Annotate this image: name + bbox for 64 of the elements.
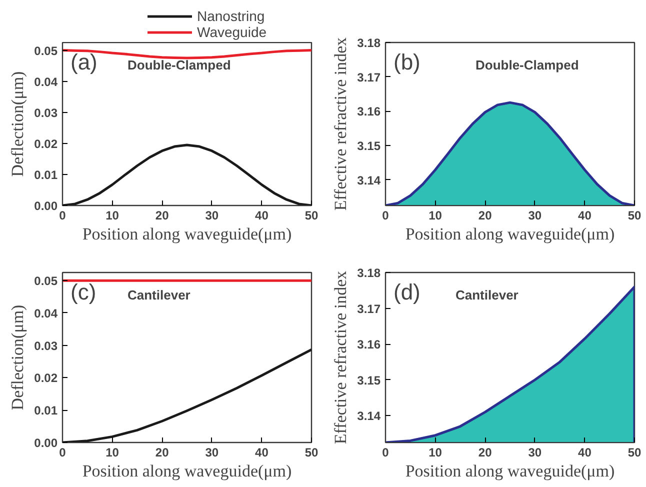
- x-tick-label: 40: [255, 208, 269, 222]
- y-tick-label: 3.16: [357, 338, 381, 352]
- y-tick-label: 0.04: [34, 74, 58, 89]
- y-tick-label: 3.17: [357, 70, 381, 84]
- x-tick-label: 50: [628, 208, 642, 222]
- annotation: (b): [394, 50, 420, 74]
- x-tick-label: 10: [106, 446, 120, 460]
- x-tick-label: 50: [304, 208, 318, 222]
- y-tick-label: 0.02: [34, 371, 58, 386]
- annotation: (a): [70, 50, 98, 74]
- y-tick-label: 3.16: [357, 104, 381, 119]
- y-tick-label: 0.05: [34, 44, 58, 58]
- y-axis-title: Deflection(μm): [8, 71, 28, 177]
- y-tick-label: 3.17: [357, 302, 381, 316]
- x-tick-label: 40: [578, 208, 592, 222]
- y-axis-title: Deflection(μm): [8, 304, 28, 410]
- annotation: Double-Clamped: [128, 58, 231, 72]
- x-tick-label: 40: [578, 446, 592, 460]
- x-tick-label: 10: [428, 446, 442, 460]
- y-tick-label: 0.02: [34, 136, 58, 151]
- y-tick-label: 3.18: [357, 266, 381, 280]
- y-tick-label: 3.15: [357, 138, 381, 153]
- legend-label: Waveguide: [197, 24, 267, 40]
- x-tick-label: 0: [382, 208, 390, 222]
- y-tick-label: 0.03: [34, 106, 58, 120]
- y-tick-label: 3.15: [357, 373, 381, 388]
- x-tick-label: 20: [478, 208, 492, 222]
- y-tick-label: 0.01: [34, 404, 58, 418]
- y-tick-label: 0.04: [34, 306, 58, 320]
- x-tick-label: 0: [59, 446, 66, 460]
- x-tick-label: 30: [205, 208, 219, 222]
- y-axis-title: Effective refractive index: [331, 36, 350, 211]
- x-tick-label: 20: [155, 208, 170, 222]
- annotation: Cantilever: [128, 288, 190, 302]
- y-tick-label: 0.01: [34, 168, 58, 182]
- x-tick-label: 0: [382, 446, 390, 460]
- y-tick-label: 0.05: [34, 274, 58, 288]
- x-tick-label: 40: [255, 446, 269, 460]
- x-tick-label: 30: [528, 208, 542, 222]
- y-tick-label: 0.00: [34, 199, 58, 213]
- x-tick-label: 50: [304, 446, 318, 460]
- x-axis-title: Position along waveguide(μm): [405, 462, 615, 480]
- x-tick-label: 10: [106, 208, 120, 222]
- x-tick-label: 30: [528, 446, 542, 460]
- y-axis-title: Effective refractive index: [331, 270, 350, 444]
- y-tick-label: 3.18: [357, 36, 381, 50]
- annotation: (d): [394, 280, 420, 304]
- y-tick-label: 3.14: [357, 173, 381, 188]
- annotation: Cantilever: [456, 288, 518, 302]
- x-axis-title: Position along waveguide(μm): [405, 224, 615, 244]
- annotation: Double-Clamped: [476, 58, 579, 72]
- x-tick-label: 10: [428, 208, 442, 222]
- y-tick-label: 0.00: [34, 436, 58, 450]
- annotation: (c): [70, 280, 96, 304]
- x-axis-title: Position along waveguide(μm): [82, 224, 292, 244]
- x-tick-label: 0: [59, 208, 66, 222]
- legend-label: Nanostring: [197, 8, 265, 24]
- y-tick-label: 3.14: [357, 409, 381, 424]
- x-tick-label: 50: [628, 446, 642, 460]
- x-tick-label: 20: [478, 446, 492, 460]
- y-tick-label: 0.03: [34, 338, 58, 353]
- x-tick-label: 20: [155, 446, 170, 460]
- x-axis-title: Position along waveguide(μm): [82, 462, 292, 480]
- x-tick-label: 30: [205, 446, 219, 460]
